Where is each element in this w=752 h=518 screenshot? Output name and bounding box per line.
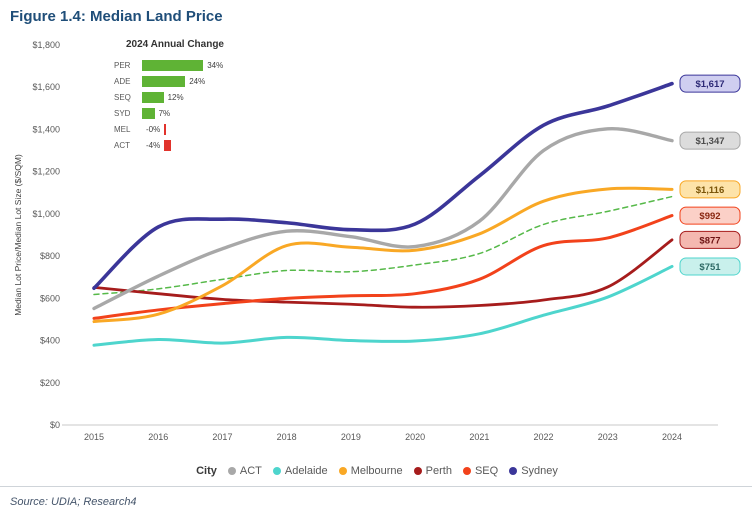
y-axis-tick-label: $1,800 bbox=[32, 40, 60, 50]
legend-label: SEQ bbox=[474, 465, 499, 477]
y-axis-tick-label: $1,000 bbox=[32, 209, 60, 219]
legend-item-sydney: Sydney bbox=[509, 465, 558, 477]
chart-area: $0 $200 $400 $600 $800 $1,000 $1,200 $1,400 $1,6… bbox=[10, 29, 750, 459]
legend-title: City bbox=[196, 465, 217, 477]
annual-change-city-label: SYD bbox=[114, 108, 131, 118]
x-axis-tick-label: 2020 bbox=[405, 432, 425, 442]
annual-change-value: -4% bbox=[146, 140, 161, 150]
line-series-sydney bbox=[92, 81, 674, 290]
legend-label: Adelaide bbox=[284, 465, 328, 477]
legend-label: Melbourne bbox=[350, 465, 403, 477]
x-axis-tick-label: 2018 bbox=[277, 432, 297, 442]
annual-change-bars: PER 34% ADE 24% SEQ 12% SYD 7% MEL -0% ACT -4% bbox=[114, 57, 227, 153]
annual-change-row-act: ACT -4% bbox=[114, 137, 227, 153]
x-axis-tick-label: 2015 bbox=[84, 432, 104, 442]
legend-item-perth: Perth bbox=[413, 465, 452, 477]
end-label-adelaide: $751 bbox=[679, 257, 741, 276]
x-axis-tick-label: 2016 bbox=[148, 432, 168, 442]
y-axis-tick-label: $1,200 bbox=[32, 167, 60, 177]
annual-change-city-label: ADE bbox=[114, 76, 131, 86]
x-axis-tick-label: 2023 bbox=[598, 432, 618, 442]
annual-change-city-label: SEQ bbox=[114, 92, 131, 102]
svg-text:$877: $877 bbox=[699, 235, 720, 246]
annual-change-bar bbox=[142, 91, 164, 103]
y-axis-tick-label: $1,400 bbox=[32, 124, 60, 134]
legend-marker-adelaide bbox=[272, 467, 281, 475]
legend-marker-perth bbox=[413, 467, 422, 475]
annual-change-bar bbox=[164, 123, 167, 135]
svg-text:$992: $992 bbox=[699, 211, 720, 222]
legend-item-adelaide: Adelaide bbox=[272, 465, 328, 477]
y-axis-title: Median Lot Price/Median Lot Size ($/SQM) bbox=[13, 154, 23, 316]
y-axis-tick-label: $800 bbox=[40, 251, 60, 261]
annual-change-value: 7% bbox=[158, 108, 171, 118]
annual-change-bar bbox=[142, 75, 186, 87]
legend-item-act: ACT bbox=[227, 465, 262, 477]
legend-label: Perth bbox=[425, 465, 452, 477]
source-text: Source: UDIA; Research4 bbox=[10, 496, 137, 508]
y-axis-tick-label: $400 bbox=[40, 336, 60, 346]
legend-item-melbourne: Melbourne bbox=[338, 465, 403, 477]
inset-title: 2024 Annual Change bbox=[126, 39, 224, 50]
legend-label: ACT bbox=[239, 465, 262, 477]
annual-change-row-mel: MEL -0% bbox=[114, 121, 227, 137]
annual-change-value: 12% bbox=[167, 92, 184, 102]
x-axis-tick-label: 2024 bbox=[662, 432, 682, 442]
legend-item-seq: SEQ bbox=[462, 465, 499, 477]
annual-change-city-label: PER bbox=[114, 60, 131, 70]
svg-text:$1,347: $1,347 bbox=[695, 136, 724, 147]
y-axis-tick-label: $200 bbox=[40, 378, 60, 388]
end-label-act: $1,347 bbox=[679, 131, 741, 150]
svg-text:$1,617: $1,617 bbox=[695, 79, 724, 90]
annual-change-row-per: PER 34% bbox=[114, 57, 227, 73]
end-label-perth: $877 bbox=[679, 230, 741, 249]
y-axis-tick-label: $1,600 bbox=[32, 82, 60, 92]
legend-marker-sydney bbox=[509, 467, 518, 475]
annual-change-bar bbox=[142, 59, 204, 71]
end-label-sydney: $1,617 bbox=[679, 74, 741, 93]
end-label-seq: $992 bbox=[679, 206, 741, 225]
annual-change-bar bbox=[142, 107, 155, 119]
chart-legend: City ACT Adelaide Melbourne Perth SEQ Sydney bbox=[10, 465, 744, 477]
line-series-perth bbox=[92, 238, 674, 309]
svg-text:$1,116: $1,116 bbox=[696, 185, 725, 196]
annual-change-value: -0% bbox=[146, 124, 161, 134]
legend-label: Sydney bbox=[521, 465, 558, 477]
legend-marker-melbourne bbox=[338, 467, 347, 475]
line-series-adelaide bbox=[92, 264, 674, 347]
y-axis-tick-label: $0 bbox=[50, 420, 60, 430]
x-axis-tick-label: 2022 bbox=[534, 432, 554, 442]
annual-change-row-seq: SEQ 12% bbox=[114, 89, 227, 105]
end-label-melbourne: $1,116 bbox=[679, 180, 741, 199]
line-series-act bbox=[92, 127, 674, 311]
figure-title: Figure 1.4: Median Land Price bbox=[10, 8, 223, 25]
annual-change-value: 24% bbox=[189, 76, 206, 86]
x-axis-tick-label: 2017 bbox=[212, 432, 232, 442]
annual-change-row-ade: ADE 24% bbox=[114, 73, 227, 89]
annual-change-city-label: ACT bbox=[114, 140, 130, 150]
annual-change-city-label: MEL bbox=[114, 124, 131, 134]
line-series-melbourne bbox=[92, 186, 674, 324]
line-series-seq bbox=[92, 214, 674, 320]
x-axis-tick-label: 2019 bbox=[341, 432, 361, 442]
x-axis-tick-label: 2021 bbox=[469, 432, 489, 442]
annual-change-inset: 2024 Annual Change PER 34% ADE 24% SEQ 12% SYD… bbox=[114, 39, 227, 153]
line-chart: $0 $200 $400 $600 $800 $1,000 $1,200 $1,400 $1,6… bbox=[13, 40, 741, 442]
annual-change-bar bbox=[164, 139, 172, 151]
y-axis-tick-label: $600 bbox=[40, 293, 60, 303]
line-series-unlabelled-dashed-line bbox=[93, 195, 673, 296]
source-line: Source: UDIA; Research4 bbox=[0, 486, 752, 518]
legend-marker-act bbox=[227, 467, 236, 475]
legend-marker-seq bbox=[462, 467, 471, 475]
svg-text:$751: $751 bbox=[699, 262, 721, 273]
annual-change-value: 34% bbox=[207, 60, 224, 70]
annual-change-row-syd: SYD 7% bbox=[114, 105, 227, 121]
